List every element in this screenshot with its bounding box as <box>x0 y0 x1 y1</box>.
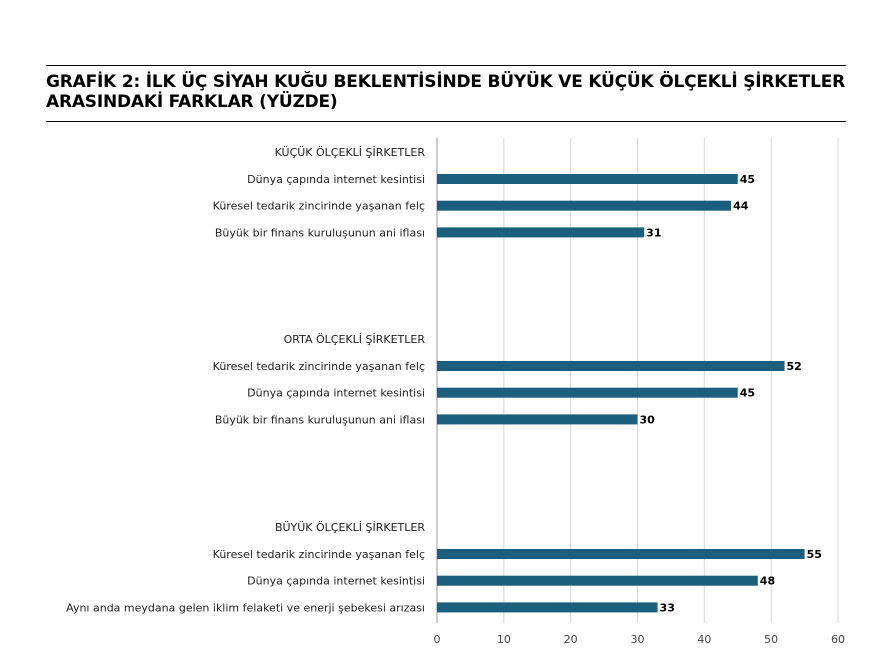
value-label: 33 <box>660 601 675 614</box>
value-label: 31 <box>646 226 661 239</box>
title-top-rule <box>46 65 846 66</box>
value-label: 45 <box>740 173 755 186</box>
bar <box>437 361 785 371</box>
grid-lines <box>436 138 839 623</box>
group-label: ORTA ÖLÇEKLİ ŞİRKETLER <box>284 333 426 346</box>
x-tick-label: 0 <box>434 633 441 646</box>
x-tick-label: 60 <box>831 633 845 646</box>
chart-title: GRAFİK 2: İLK ÜÇ SİYAH KUĞU BEKLENTİSİND… <box>46 72 846 112</box>
bar <box>437 387 738 398</box>
category-label: Dünya çapında internet kesintisi <box>247 575 425 588</box>
value-label: 55 <box>807 548 822 561</box>
category-label: Dünya çapında internet kesintisi <box>247 387 425 400</box>
value-label: 48 <box>760 575 775 588</box>
title-bottom-rule <box>46 121 846 122</box>
group-label: BÜYÜK ÖLÇEKLİ ŞİRKETLER <box>275 521 425 534</box>
labels: 0 10 20 30 40 50 60 KÜÇÜK ÖLÇEKLİ ŞİRKETLER Düny… <box>66 146 845 646</box>
x-tick-label: 20 <box>564 633 578 646</box>
category-label: Aynı anda meydana gelen iklim felaketi v… <box>66 601 425 614</box>
category-label: Büyük bir finans kuruluşunun ani iflası <box>215 226 425 239</box>
x-tick-label: 10 <box>497 633 511 646</box>
category-label: Küresel tedarik zincirinde yaşanan felç <box>213 360 425 373</box>
bar <box>437 174 738 184</box>
x-tick-label: 30 <box>631 633 645 646</box>
category-label: Dünya çapında internet kesintisi <box>247 173 425 186</box>
bar <box>437 549 805 559</box>
category-label: Büyük bir finans kuruluşunun ani iflası <box>215 413 425 426</box>
category-label: Küresel tedarik zincirinde yaşanan felç <box>213 548 425 561</box>
value-label: 44 <box>733 200 749 213</box>
category-label: Küresel tedarik zincirinde yaşanan felç <box>213 200 425 213</box>
x-tick-label: 40 <box>697 633 711 646</box>
group-label: KÜÇÜK ÖLÇEKLİ ŞİRKETLER <box>275 146 426 159</box>
bar <box>437 200 732 211</box>
bars <box>437 174 805 613</box>
bar <box>437 414 638 425</box>
value-label: 45 <box>740 387 755 400</box>
bar <box>437 575 758 586</box>
value-label: 52 <box>787 360 802 373</box>
x-tick-label: 50 <box>764 633 778 646</box>
value-label: 30 <box>640 413 656 426</box>
bar <box>437 227 645 238</box>
bar <box>437 602 658 613</box>
